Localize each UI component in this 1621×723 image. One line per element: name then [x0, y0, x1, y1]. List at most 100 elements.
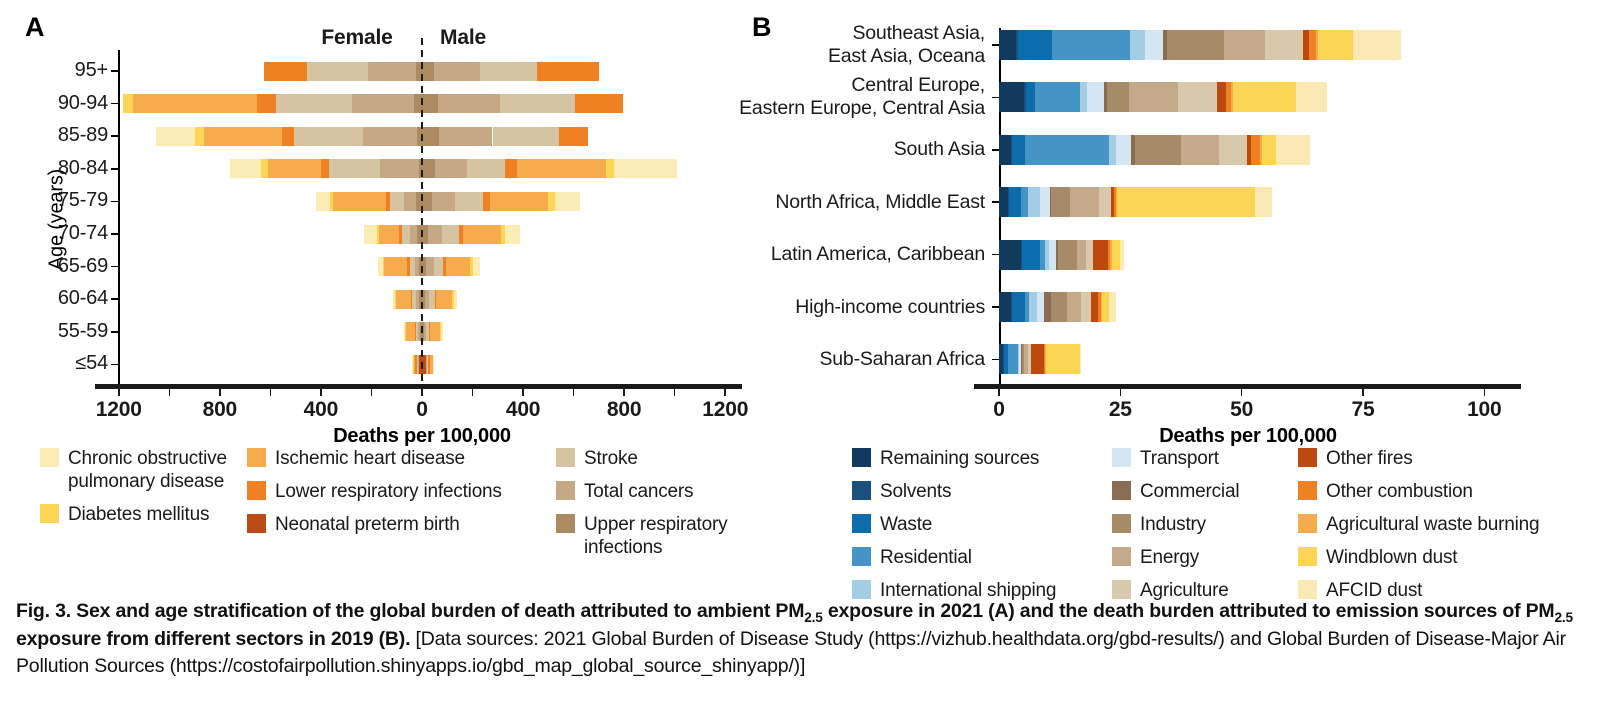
bar-segment-female-stroke	[411, 289, 417, 309]
age-tick-label: 70-74	[57, 222, 108, 244]
x-axis-tick	[320, 389, 322, 396]
bar-segment-afcid	[1276, 134, 1310, 165]
legend-item-cancers: Total cancers	[556, 480, 727, 503]
bar-segment-female-stroke	[415, 322, 419, 342]
bar-segment-waste	[1025, 82, 1036, 113]
bar-segment-male-stroke	[466, 159, 505, 179]
bar-segment-intl_shipping	[1108, 134, 1116, 165]
y-axis-tick	[111, 331, 118, 333]
deaths-axis-title-b: Deaths per 100,000	[1159, 425, 1337, 447]
legend-item-afcid: AFCID dust	[1298, 579, 1539, 602]
x-axis-tick-label: 1200	[702, 398, 749, 421]
bar-segment-male-lri	[504, 159, 517, 179]
bar-segment-female-copd	[393, 289, 395, 309]
legend-label: Windblown dust	[1326, 547, 1458, 568]
bar-segment-male-copd	[472, 257, 481, 277]
bar-segment-female-cancers	[418, 322, 421, 342]
legend-label: Total cancers	[584, 481, 694, 502]
bar-segment-solvents	[1010, 292, 1013, 322]
bar-segment-residential	[1035, 82, 1080, 113]
x-axis-tick-label: 100	[1467, 398, 1502, 421]
y-axis-tick	[111, 168, 118, 170]
bar-segment-afcid	[1080, 344, 1082, 375]
bar-segment-ag_waste_burning	[1045, 344, 1047, 375]
bar-segment-female-ihd	[333, 191, 387, 211]
bar-segment-residential	[1025, 292, 1030, 322]
bar-segment-female-ihd	[405, 322, 416, 342]
y-axis-tick	[111, 265, 118, 268]
legend-label: Industry	[1140, 514, 1206, 535]
bar-segment-female-ihd	[395, 289, 411, 309]
y-axis-tick	[111, 102, 118, 105]
bar-segment-waste	[1012, 134, 1026, 165]
bar-segment-other_combustion	[1309, 30, 1317, 60]
legend-item-neonatal: Neonatal preterm birth	[247, 513, 502, 536]
legend-label: Agricultural waste burning	[1326, 514, 1540, 535]
legend-b-column-1: Remaining sources Solvents Waste Residentia…	[852, 447, 1056, 602]
bar-segment-intl_shipping	[1130, 30, 1145, 60]
bar-segment-female-diabetes	[394, 289, 396, 309]
bar-segment-solvents	[1007, 187, 1009, 218]
bar-segment-commercial	[1020, 344, 1022, 375]
bar-segment-male-cancers	[428, 224, 443, 244]
bar-segment-female-stroke	[409, 257, 415, 277]
bar-segment-agriculture	[1028, 344, 1032, 375]
bar-segment-other_fires	[1303, 30, 1310, 60]
x-axis-tick	[673, 389, 676, 396]
bar-segment-other_fires	[1216, 82, 1226, 113]
bar-segment-residential	[1052, 30, 1131, 60]
bar-segment-residential	[1007, 344, 1018, 375]
bar-segment-intl_shipping	[1044, 239, 1050, 270]
bar-segment-other_combustion	[1225, 82, 1232, 113]
x-axis-tick	[522, 389, 524, 396]
x-axis-tick-label: 25	[1108, 398, 1132, 421]
bar-segment-male-ihd	[446, 257, 470, 277]
bar-segment-transport	[1049, 239, 1057, 270]
age-tick-label: 90-94	[57, 91, 108, 114]
legend-label: AFCID dust	[1326, 580, 1423, 601]
bar-segment-industry	[1051, 292, 1068, 322]
bar-segment-female-uri	[415, 61, 422, 81]
bar-segment-female-diabetes	[405, 322, 406, 342]
bar-segment-other_fires	[1093, 239, 1108, 270]
age-tick-label: 95+	[74, 59, 109, 81]
bar-segment-female-lri	[282, 126, 294, 146]
bar-segment-male-uri	[422, 61, 434, 81]
other_fires-swatch	[1298, 448, 1317, 467]
bar-segment-intl_shipping	[1017, 344, 1020, 375]
bar-segment-male-copd	[554, 191, 581, 211]
bar-segment-female-cancers	[410, 224, 417, 244]
legend-label: Solvents	[880, 481, 952, 502]
bar-segment-energy	[1181, 134, 1220, 165]
bar-segment-energy	[1070, 187, 1100, 218]
y-axis-tick	[111, 70, 118, 72]
bar-segment-other_fires	[1111, 187, 1114, 218]
bar-segment-energy	[1224, 30, 1265, 60]
bar-segment-female-lri	[264, 61, 308, 81]
legend-label: International shipping	[880, 580, 1057, 601]
bar-segment-female-uri	[415, 191, 422, 211]
bar-segment-other_combustion	[1044, 344, 1046, 375]
x-axis-tick	[1240, 389, 1243, 396]
bar-segment-intl_shipping	[1029, 292, 1037, 322]
y-axis-tick	[111, 298, 118, 300]
legend-a-column-2: Ischemic heart disease Lower respiratory …	[247, 447, 502, 536]
bar-segment-afcid	[1254, 187, 1273, 218]
bar-segment-female-uri	[416, 224, 422, 244]
legend-label: Upper respiratory infections	[584, 514, 728, 558]
legend-item-industry: Industry	[1112, 513, 1239, 536]
legend-label: Ischemic heart disease	[275, 448, 465, 469]
bar-segment-female-lri	[414, 354, 418, 374]
bar-segment-ag_waste_burning	[1115, 187, 1117, 218]
bar-segment-male-stroke	[426, 322, 430, 342]
bar-segment-male-uri	[422, 224, 429, 244]
bar-segment-female-ihd	[203, 126, 282, 146]
bar-segment-solvents	[1015, 30, 1019, 60]
stroke-swatch	[556, 448, 575, 467]
y-axis-tick	[992, 306, 999, 308]
caption-segment: Fig. 3. Sex and age stratification of th…	[16, 600, 805, 622]
bar-segment-remaining	[999, 292, 1011, 322]
bar-segment-female-copd	[316, 191, 330, 211]
bar-segment-male-stroke	[433, 257, 444, 277]
bar-segment-male-ihd	[490, 191, 549, 211]
